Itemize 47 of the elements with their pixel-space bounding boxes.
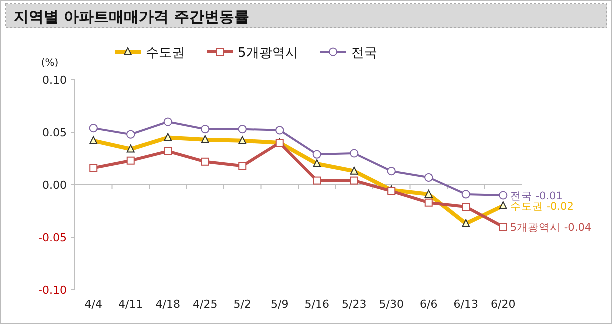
x-tick-label: 5/30 — [379, 298, 404, 311]
point — [350, 149, 359, 158]
point — [90, 164, 98, 172]
point — [312, 150, 322, 159]
point — [238, 125, 247, 134]
x-tick-label: 6/13 — [454, 298, 478, 311]
x-tick-label: 4/4 — [84, 298, 102, 311]
x-tick-label: 5/9 — [271, 298, 289, 311]
legend-label: 5개광역시 — [238, 46, 298, 61]
point — [462, 190, 470, 199]
point — [462, 203, 470, 212]
y-tick-label: 0.00 — [42, 179, 67, 192]
x-tick-label: 6/20 — [491, 298, 516, 311]
x-tick-label: 5/16 — [304, 298, 330, 311]
text: 5개광역시 -0.04 — [510, 222, 592, 234]
point — [424, 173, 434, 182]
point — [387, 167, 396, 176]
x-tick-label: 4/18 — [156, 298, 180, 311]
point — [313, 176, 322, 185]
text: 전국 -0.01 — [510, 190, 563, 202]
point — [201, 158, 210, 166]
y-tick-label: 0.10 — [42, 74, 67, 87]
x-tick-label: 4/25 — [193, 298, 218, 311]
x-tick-label: 4/11 — [118, 298, 144, 311]
point — [126, 130, 136, 139]
y-tick-label: -0.10 — [38, 284, 67, 297]
legend-label: 전국 — [351, 46, 378, 61]
x-tick-label: 6/6 — [420, 298, 438, 311]
point — [201, 125, 210, 134]
point — [424, 198, 433, 207]
point — [499, 191, 508, 200]
y-tick-label: 0.05 — [42, 126, 67, 140]
y-tick-label: -0.05 — [38, 232, 67, 244]
chart-title: 지역별 아파트매매가격 주간변동률 — [14, 8, 250, 26]
legend-label: 수도권 — [146, 46, 185, 61]
x-tick-label: 5/23 — [342, 298, 367, 311]
point — [164, 147, 172, 156]
x-tick-label: 5/2 — [234, 298, 252, 311]
text: 수도권 -0.02 — [510, 201, 574, 213]
point — [276, 126, 284, 135]
point — [238, 162, 247, 170]
point — [89, 124, 98, 133]
point — [164, 118, 172, 126]
y-axis-title: (%) — [41, 58, 59, 69]
point — [126, 156, 135, 165]
point — [499, 223, 508, 231]
point — [350, 176, 358, 185]
